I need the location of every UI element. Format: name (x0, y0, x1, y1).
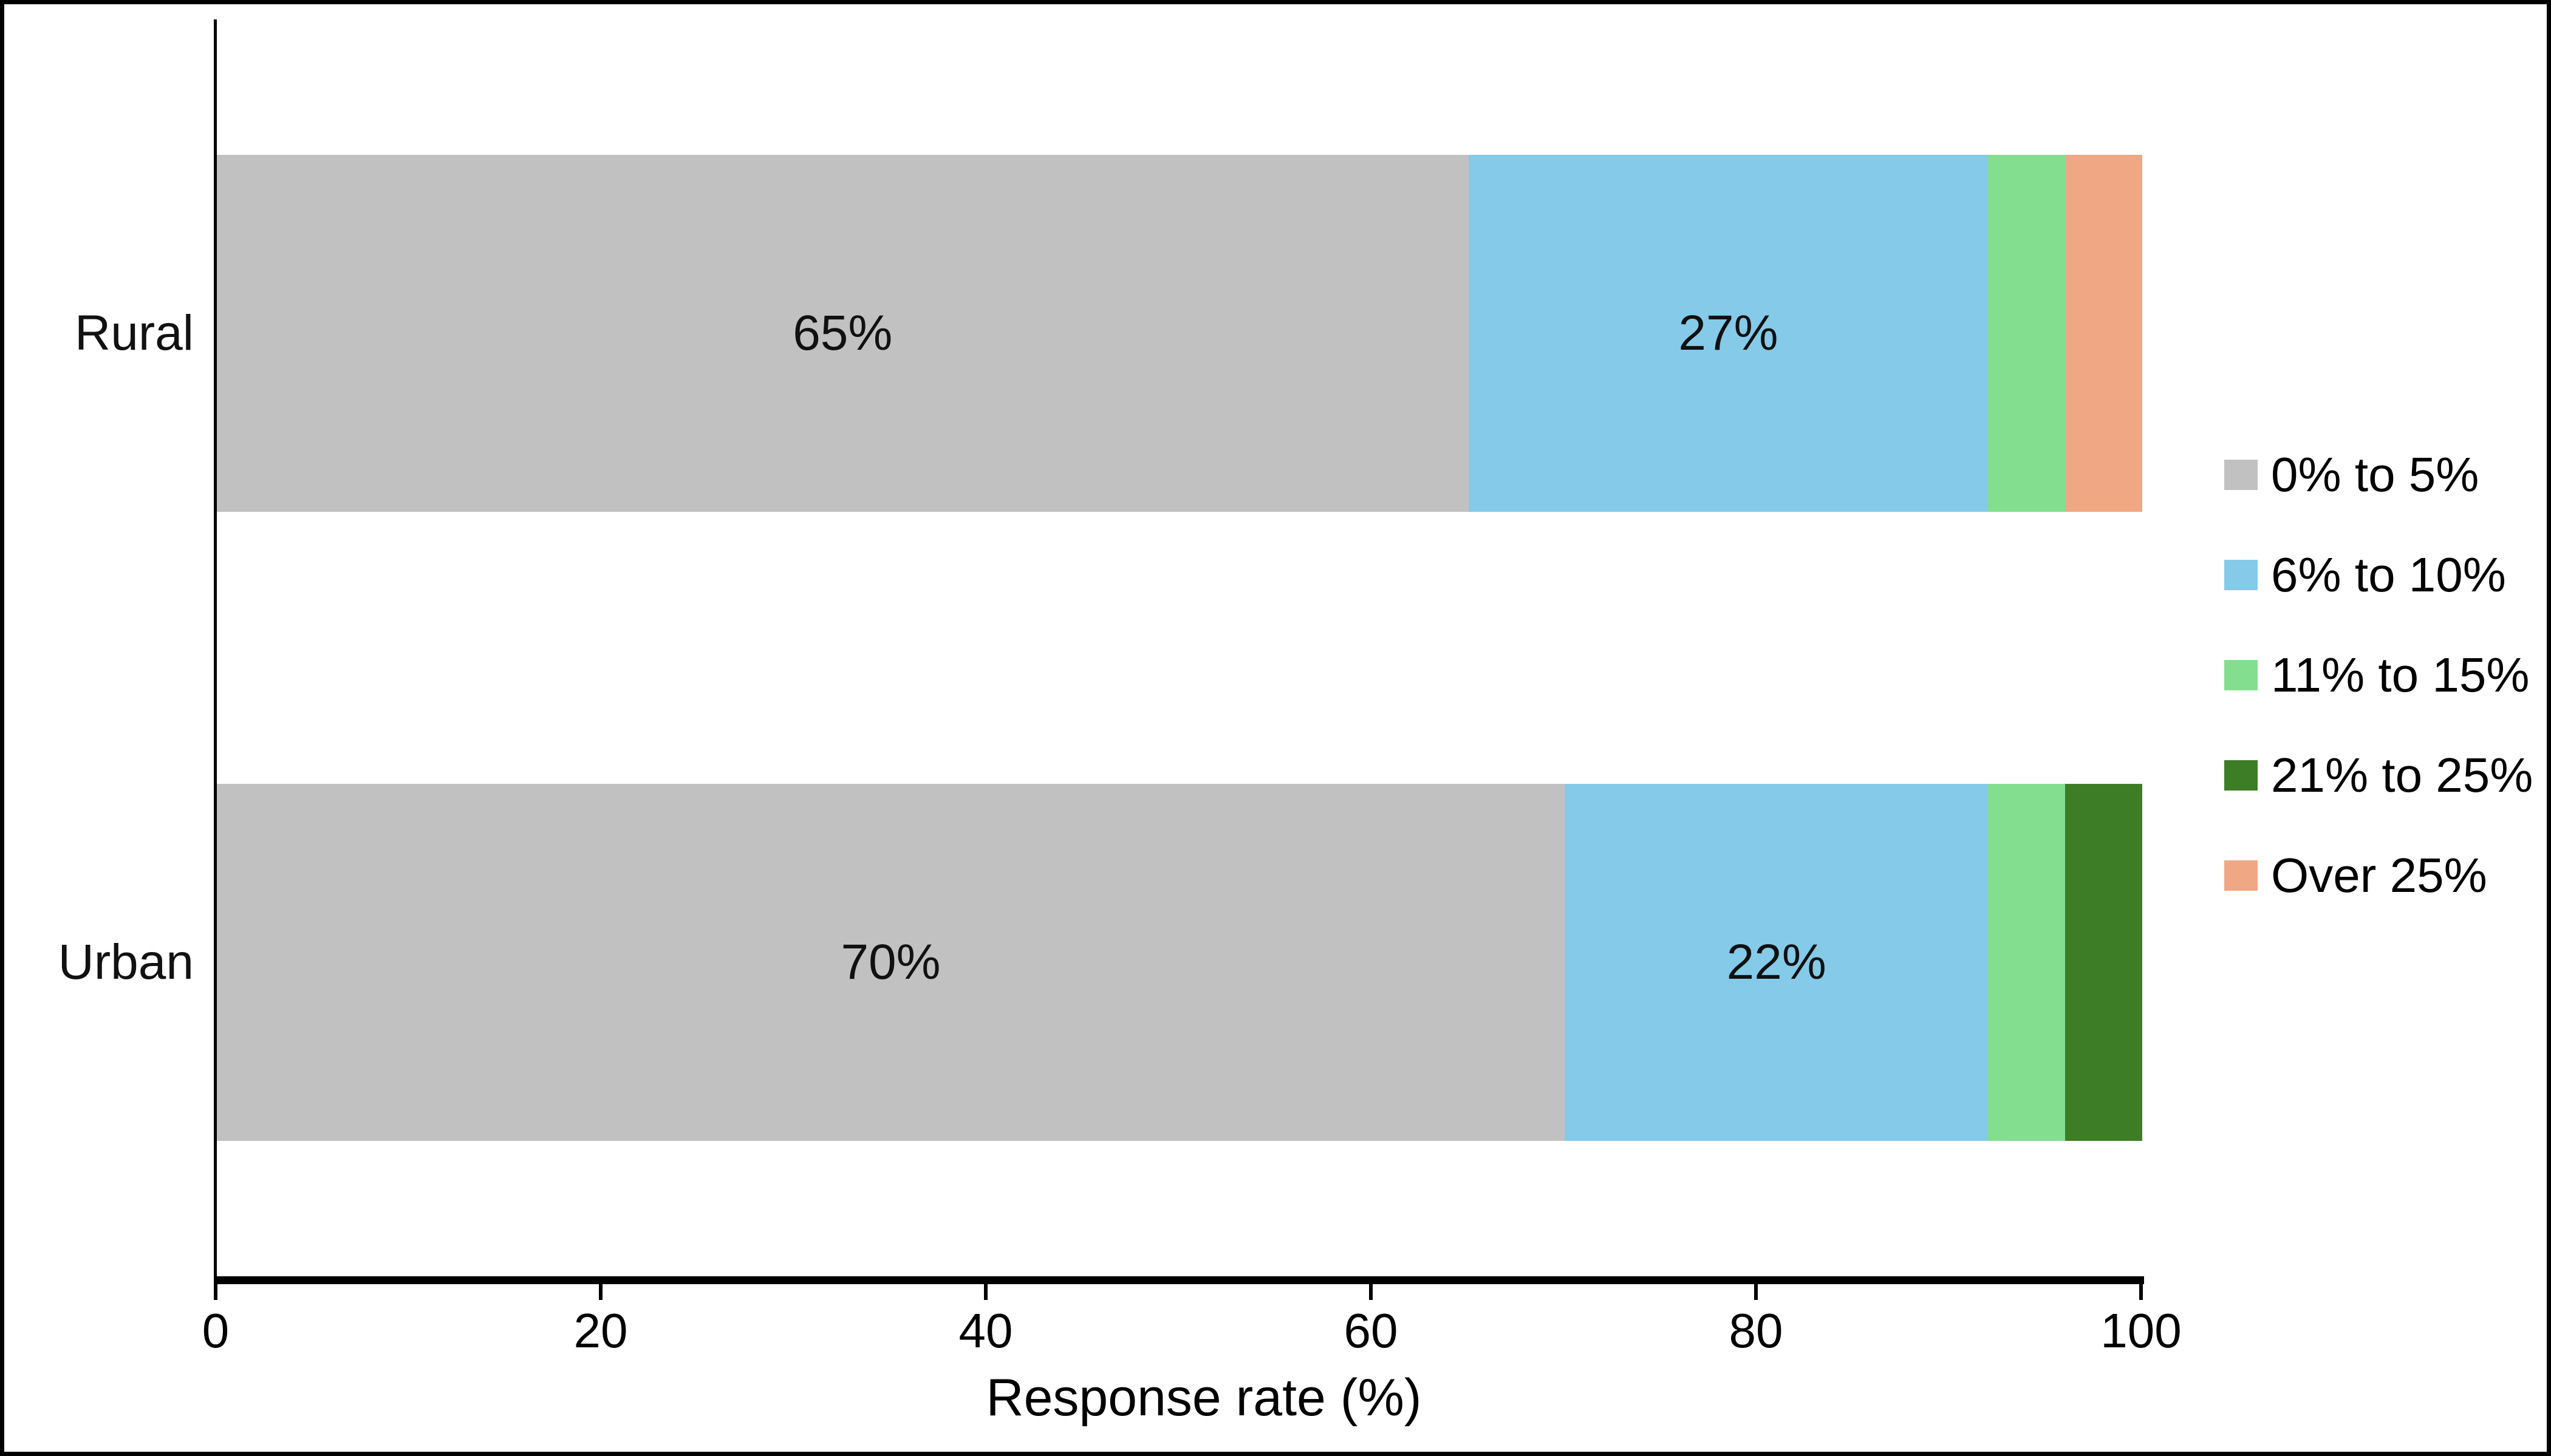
x-tick-label: 40 (958, 1304, 1013, 1358)
legend-item: 6% to 10% (2224, 548, 2506, 602)
legend-item: 11% to 15% (2224, 648, 2529, 702)
category-label: Urban (58, 934, 194, 990)
x-tick-label: 80 (1729, 1304, 1783, 1358)
bar-segment: 22% (1565, 784, 1989, 1141)
bar-segment-label: 22% (1726, 934, 1826, 990)
category-label: Rural (75, 305, 194, 361)
legend-swatch (2224, 460, 2258, 490)
x-tick-mark (2139, 1284, 2143, 1300)
legend-label: 6% to 10% (2271, 548, 2506, 602)
x-tick-label: 20 (573, 1304, 628, 1358)
bar-segment-label: 65% (793, 305, 893, 361)
x-tick-label: 0 (202, 1304, 230, 1358)
bar-segment-label: 70% (841, 934, 941, 990)
x-tick-mark (1754, 1284, 1758, 1300)
x-axis-title: Response rate (%) (986, 1369, 1422, 1427)
legend-item: Over 25% (2224, 848, 2487, 902)
bar-segment: 70% (217, 784, 1565, 1141)
x-tick-mark (599, 1284, 603, 1300)
bar-segment-label: 27% (1678, 305, 1778, 361)
x-tick-mark (984, 1284, 988, 1300)
x-tick-label: 60 (1344, 1304, 1398, 1358)
bar-segment: 27% (1468, 155, 1989, 512)
bar-segment: 65% (217, 155, 1469, 512)
x-tick-label: 100 (2100, 1304, 2182, 1358)
legend-item: 0% to 5% (2224, 447, 2479, 502)
x-axis-line (214, 1276, 2144, 1284)
legend-label: Over 25% (2271, 848, 2487, 902)
legend-swatch (2224, 660, 2258, 690)
legend-swatch (2224, 860, 2258, 891)
x-tick-mark (1369, 1284, 1373, 1300)
legend-label: 11% to 15% (2271, 648, 2530, 702)
legend-swatch (2224, 760, 2258, 791)
y-axis-line (214, 19, 217, 1276)
bar-segment (2065, 784, 2142, 1141)
legend-label: 21% to 25% (2271, 748, 2533, 802)
legend-item: 21% to 25% (2224, 748, 2533, 802)
legend-swatch (2224, 560, 2258, 590)
bar-segment (1988, 155, 2066, 512)
x-tick-mark (214, 1284, 217, 1300)
bar-segment (1988, 784, 2066, 1141)
legend-label: 0% to 5% (2271, 447, 2479, 502)
bar-segment (2065, 155, 2142, 512)
